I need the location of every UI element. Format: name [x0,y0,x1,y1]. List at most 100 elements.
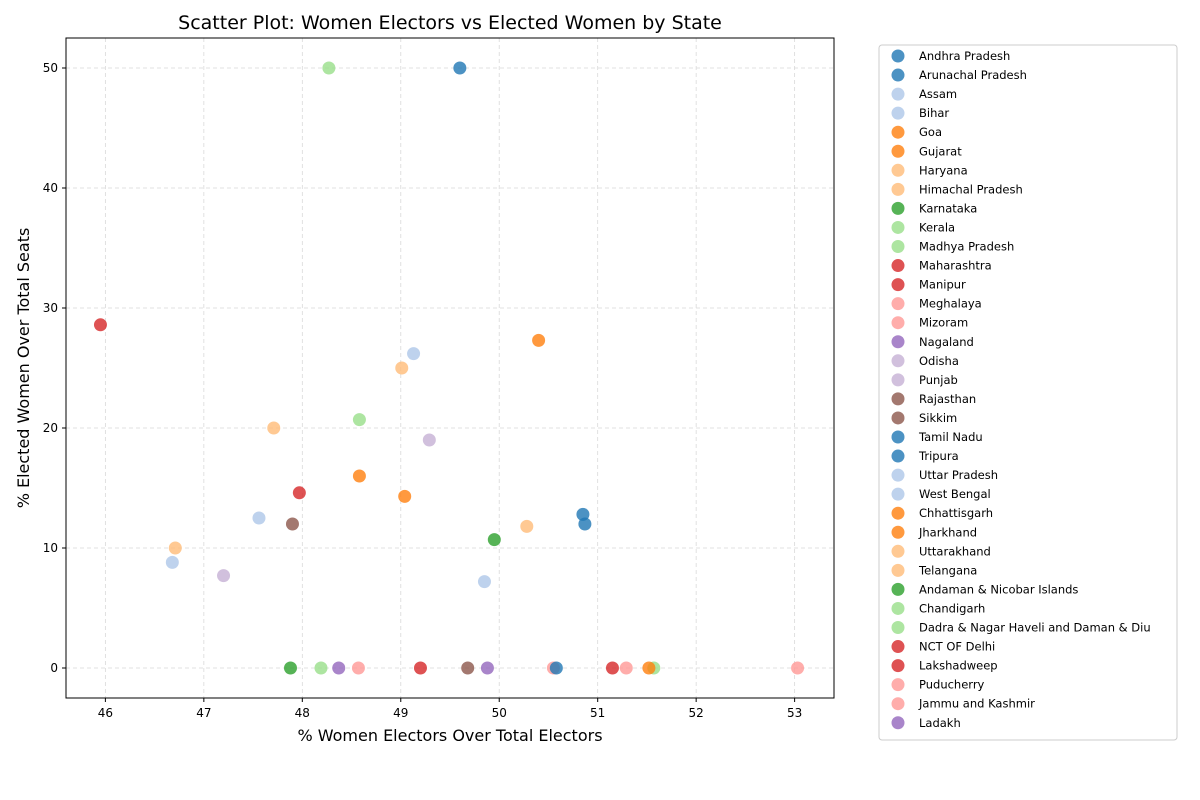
y-tick-label: 10 [43,541,58,555]
legend-label: Uttarakhand [919,544,991,558]
data-point [480,661,494,675]
legend-label: Jammu and Kashmir [918,697,1035,711]
data-point [605,661,619,675]
y-tick-label: 20 [43,421,58,435]
legend-label: Dadra & Nagar Haveli and Daman & Diu [919,621,1151,635]
legend-label: Andhra Pradesh [919,49,1010,63]
data-point [791,661,805,675]
grid-layer [66,38,834,698]
data-point [487,533,501,547]
y-tick-label: 40 [43,181,58,195]
data-point [398,489,412,503]
legend-item: Uttar Pradesh [891,468,998,482]
legend-marker [891,449,905,463]
data-point [322,61,336,75]
legend-label: Gujarat [919,144,962,158]
legend-label: Tripura [918,449,959,463]
x-axis-label: % Women Electors Over Total Electors [297,726,602,745]
legend-marker [891,525,905,539]
legend-label: Himachal Pradesh [919,182,1023,196]
legend-item: Tamil Nadu [891,430,983,444]
legend-item: Puducherry [891,678,985,692]
x-tick-label: 51 [590,706,605,720]
legend-label: Manipur [919,278,966,292]
legend-item: Odisha [891,354,959,368]
legend-item: West Bengal [891,487,991,501]
legend-label: Puducherry [919,678,985,692]
legend-item: Rajasthan [891,392,976,406]
data-point [422,433,436,447]
data-point [549,661,563,675]
legend-marker [891,87,905,101]
legend-marker [891,49,905,63]
x-tick-label: 52 [689,706,704,720]
legend-label: Jharkhand [918,525,977,539]
legend-label: Andaman & Nicobar Islands [919,582,1078,596]
legend-marker [891,392,905,406]
legend-label: Odisha [919,354,959,368]
legend-marker [891,297,905,311]
legend-marker [891,335,905,349]
legend-marker [891,278,905,292]
legend-label: Ladakh [919,716,961,730]
legend-marker [891,697,905,711]
legend-item: Ladakh [891,716,961,730]
legend-item: Dadra & Nagar Haveli and Daman & Diu [891,621,1151,635]
legend-item: Himachal Pradesh [891,182,1023,196]
data-point [413,661,427,675]
legend-label: Bihar [919,106,949,120]
legend-label: Sikkim [919,411,957,425]
ticks-layer: 46 47 48 49 50 51 52 53 0 10 20 30 40 50 [43,61,803,720]
data-point [165,555,179,569]
legend-marker [891,125,905,139]
data-point [283,661,297,675]
legend-marker [891,468,905,482]
legend-marker [891,640,905,654]
x-tick-label: 53 [787,706,802,720]
legend-frame [878,44,1178,741]
legend-label: Kerala [919,220,955,234]
legend-item: Uttarakhand [891,544,991,558]
legend-label: Maharashtra [919,259,992,273]
legend-item: Chandigarh [891,601,985,615]
legend-label: Punjab [919,373,958,387]
legend-label: Chhattisgarh [919,506,993,520]
data-point [352,413,366,427]
y-axis-label: % Elected Women Over Total Seats [14,228,33,509]
data-point [453,61,467,75]
data-point [407,347,421,361]
data-point [292,486,306,500]
legend-item: Maharashtra [891,259,992,273]
legend-label: Haryana [919,163,968,177]
x-tick-label: 46 [98,706,113,720]
legend-marker [891,106,905,120]
legend-label: Tamil Nadu [918,430,983,444]
legend-item: Lakshadweep [891,659,998,673]
legend-marker [891,163,905,177]
data-point [168,541,182,555]
chart-title: Scatter Plot: Women Electors vs Elected … [178,12,722,34]
data-point [314,661,328,675]
data-point [578,517,592,531]
x-tick-label: 48 [295,706,310,720]
y-tick-label: 0 [50,661,58,675]
legend-item: Punjab [891,373,958,387]
data-point [619,661,633,675]
legend-item: Jharkhand [891,525,977,539]
legend-marker [891,182,905,196]
legend-label: Nagaland [919,335,974,349]
legend-marker [891,659,905,673]
legend-marker [891,411,905,425]
legend-marker [891,544,905,558]
legend-item: Bihar [891,106,949,120]
legend-item: Gujarat [891,144,962,158]
legend-item: Arunachal Pradesh [891,68,1027,82]
legend-item: Meghalaya [891,297,982,311]
legend-item: Andaman & Nicobar Islands [891,582,1078,596]
legend-item: Tripura [891,449,959,463]
y-tick-label: 50 [43,61,58,75]
legend-marker [891,430,905,444]
legend-label: Arunachal Pradesh [919,68,1027,82]
legend-marker [891,240,905,253]
data-point [267,421,281,435]
